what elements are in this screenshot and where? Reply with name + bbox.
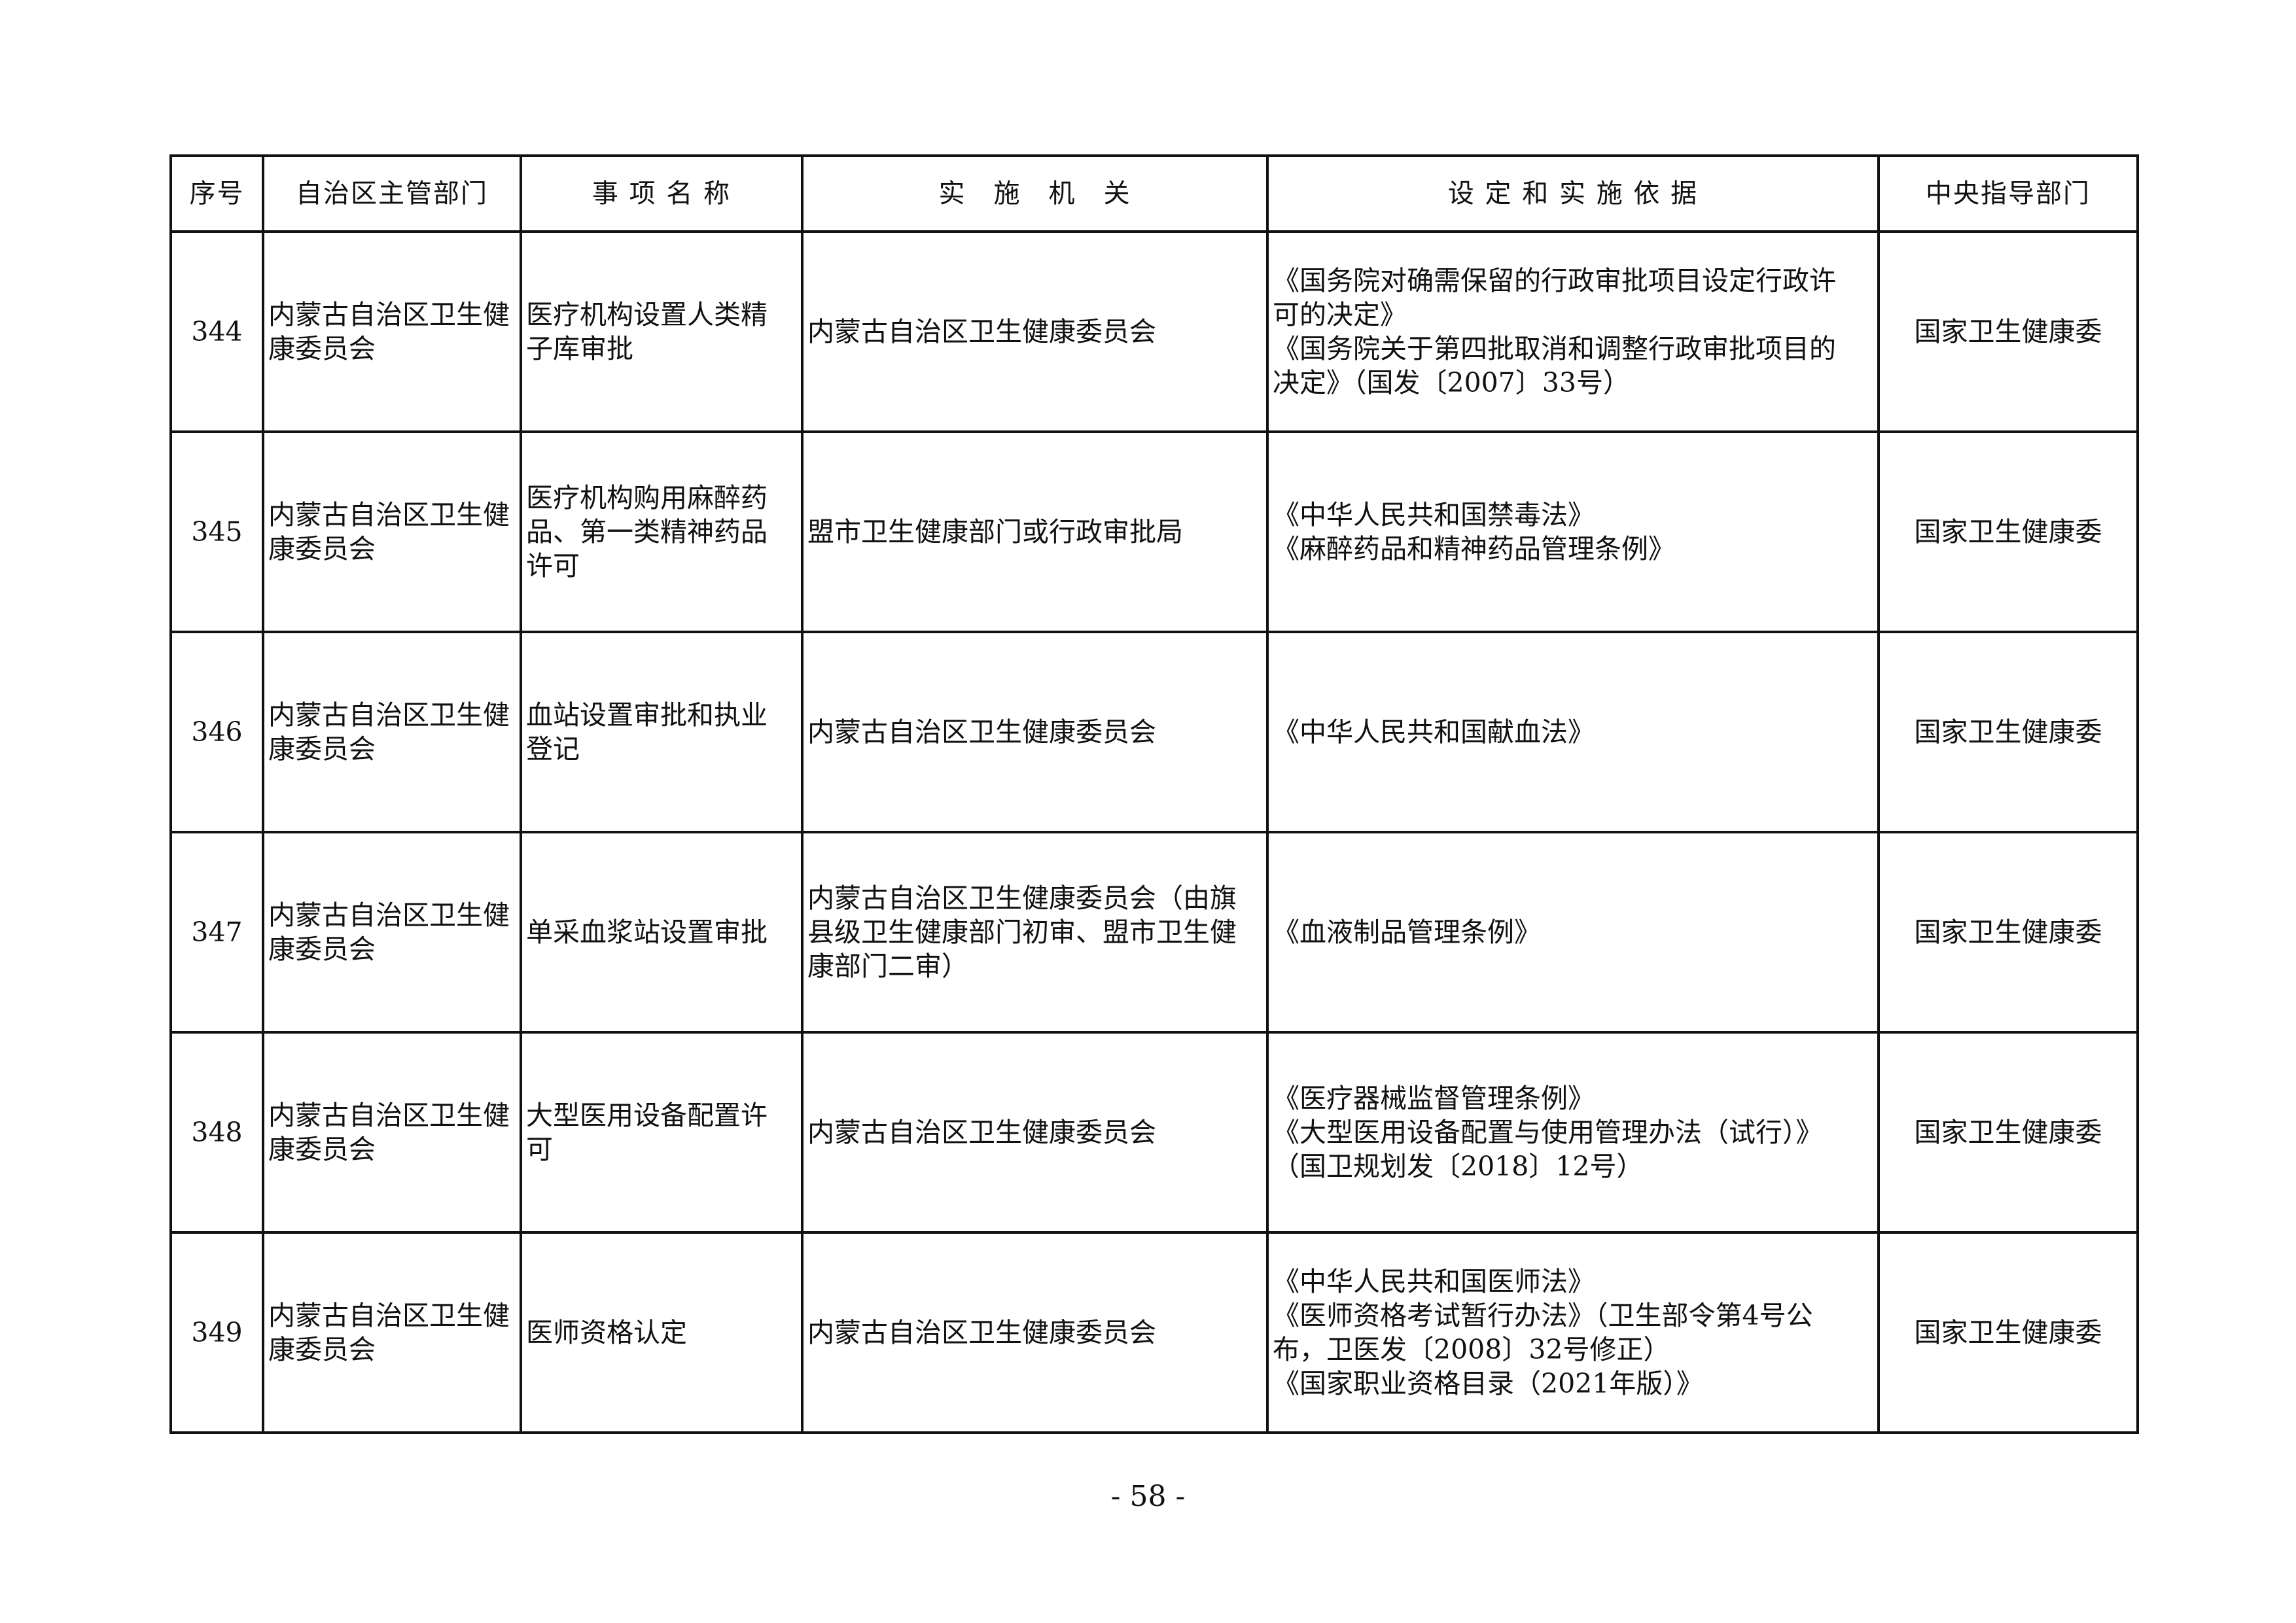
header-legal-basis: 设 定 和 实 施 依 据 bbox=[1266, 154, 1880, 233]
cell-legal-basis: 《中华人民共和国医师法》 《医师资格考试暂行办法》（卫生部令第4号公 布，卫医发… bbox=[1266, 1231, 1880, 1434]
header-item-name: 事 项 名 称 bbox=[520, 154, 804, 233]
header-serial-number: 序号 bbox=[169, 154, 264, 233]
approval-items-table: 序号 自治区主管部门 事 项 名 称 实 施 机 关 设 定 和 实 施 依 据… bbox=[169, 154, 2139, 1434]
cell-regional-department: 内蒙古自治区卫生健 康委员会 bbox=[262, 230, 522, 433]
cell-implementing-agency: 内蒙古自治区卫生健康委员会 bbox=[801, 1031, 1269, 1234]
cell-item-name: 单采血浆站设置审批 bbox=[520, 831, 804, 1034]
cell-central-department: 国家卫生健康委 bbox=[1877, 631, 2139, 833]
table-row: 348 内蒙古自治区卫生健 康委员会 大型医用设备配置许 可内蒙古自治区卫生健康委员… bbox=[169, 1031, 2139, 1234]
cell-serial-number: 345 bbox=[169, 430, 264, 633]
cell-regional-department: 内蒙古自治区卫生健 康委员会 bbox=[262, 1031, 522, 1234]
cell-item-name: 血站设置审批和执业 登记 bbox=[520, 631, 804, 833]
table-row: 347 内蒙古自治区卫生健 康委员会 单采血浆站设置审批 内蒙古自治区卫生健康委员会（… bbox=[169, 831, 2139, 1034]
cell-regional-department: 内蒙古自治区卫生健 康委员会 bbox=[262, 831, 522, 1034]
cell-central-department: 国家卫生健康委 bbox=[1877, 831, 2139, 1034]
cell-central-department: 国家卫生健康委 bbox=[1877, 1231, 2139, 1434]
cell-legal-basis: 《国务院对确需保留的行政审批项目设定行政许 可的决定》 《国务院关于第四批取消和… bbox=[1266, 230, 1880, 433]
cell-serial-number: 347 bbox=[169, 831, 264, 1034]
cell-implementing-agency: 盟市卫生健康部门或行政审批局 bbox=[801, 430, 1269, 633]
cell-central-department: 国家卫生健康委 bbox=[1877, 430, 2139, 633]
header-row: 序号 自治区主管部门 事 项 名 称 实 施 机 关 设 定 和 实 施 依 据… bbox=[169, 154, 2139, 233]
cell-implementing-agency: 内蒙古自治区卫生健康委员会 bbox=[801, 1231, 1269, 1434]
cell-central-department: 国家卫生健康委 bbox=[1877, 230, 2139, 433]
header-central-department: 中央指导部门 bbox=[1877, 154, 2139, 233]
cell-legal-basis: 《医疗器械监督管理条例》 《大型医用设备配置与使用管理办法（试行）》 （国卫规划… bbox=[1266, 1031, 1880, 1234]
cell-implementing-agency: 内蒙古自治区卫生健康委员会 bbox=[801, 631, 1269, 833]
header-implementing-agency: 实 施 机 关 bbox=[801, 154, 1269, 233]
header-regional-department: 自治区主管部门 bbox=[262, 154, 522, 233]
table-row: 344 内蒙古自治区卫生健 康委员会 医疗机构设置人类精 子库审批 内蒙古自治区卫生健… bbox=[169, 230, 2139, 433]
cell-legal-basis: 《中华人民共和国献血法》 bbox=[1266, 631, 1880, 833]
table-row: 345 内蒙古自治区卫生健 康委员会 医疗机构购用麻醉药 品、第一类精神药品 许可盟… bbox=[169, 430, 2139, 633]
cell-regional-department: 内蒙古自治区卫生健 康委员会 bbox=[262, 631, 522, 833]
cell-item-name: 医疗机构购用麻醉药 品、第一类精神药品 许可 bbox=[520, 430, 804, 633]
cell-serial-number: 349 bbox=[169, 1231, 264, 1434]
cell-implementing-agency: 内蒙古自治区卫生健康委员会 bbox=[801, 230, 1269, 433]
table-row: 346 内蒙古自治区卫生健 康委员会 血站设置审批和执业 登记 内蒙古自治区卫生健康委… bbox=[169, 631, 2139, 833]
table-row: 349 内蒙古自治区卫生健 康委员会 医师资格认定 内蒙古自治区卫生健康委员会 《中华人… bbox=[169, 1231, 2139, 1434]
page-number: - 58 - bbox=[1110, 1480, 1186, 1513]
cell-item-name: 医师资格认定 bbox=[520, 1231, 804, 1434]
cell-implementing-agency: 内蒙古自治区卫生健康委员会（由旗 县级卫生健康部门初审、盟市卫生健 康部门二审） bbox=[801, 831, 1269, 1034]
cell-legal-basis: 《中华人民共和国禁毒法》 《麻醉药品和精神药品管理条例》 bbox=[1266, 430, 1880, 633]
cell-serial-number: 346 bbox=[169, 631, 264, 833]
cell-serial-number: 344 bbox=[169, 230, 264, 433]
cell-item-name: 医疗机构设置人类精 子库审批 bbox=[520, 230, 804, 433]
cell-regional-department: 内蒙古自治区卫生健 康委员会 bbox=[262, 1231, 522, 1434]
cell-central-department: 国家卫生健康委 bbox=[1877, 1031, 2139, 1234]
cell-regional-department: 内蒙古自治区卫生健 康委员会 bbox=[262, 430, 522, 633]
cell-serial-number: 348 bbox=[169, 1031, 264, 1234]
cell-item-name: 大型医用设备配置许 可 bbox=[520, 1031, 804, 1234]
cell-legal-basis: 《血液制品管理条例》 bbox=[1266, 831, 1880, 1034]
